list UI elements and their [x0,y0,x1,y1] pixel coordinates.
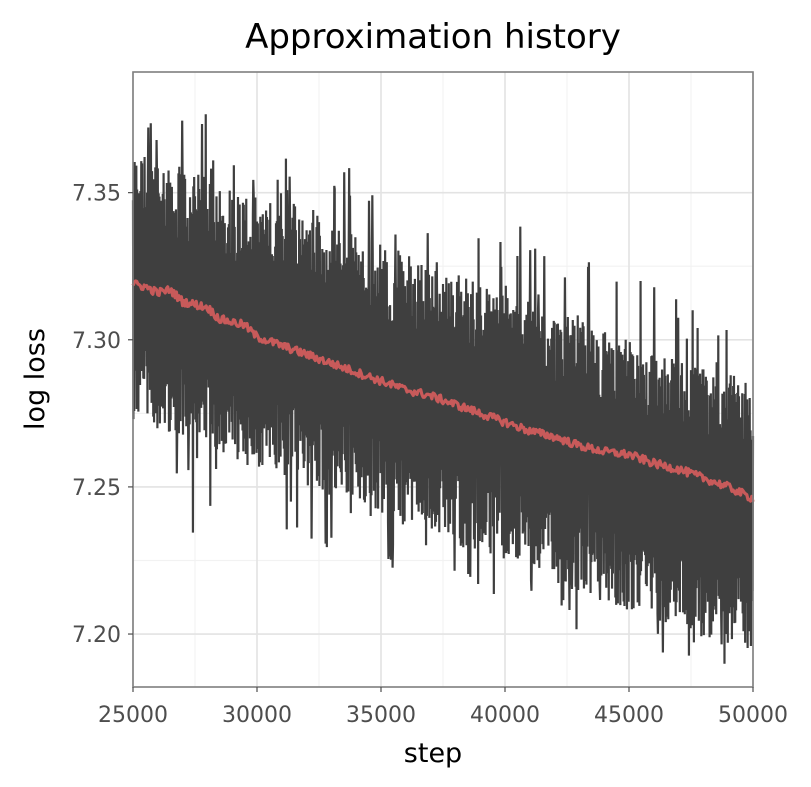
raw-series [131,114,755,664]
y-tick-label: 7.20 [72,623,121,648]
x-tick-label: 45000 [594,703,664,728]
smoothed-loss-line [131,279,755,503]
y-tick-label: 7.35 [72,182,121,207]
y-tick-label: 7.30 [72,329,121,354]
y-tick-label: 7.25 [72,476,121,501]
x-ticks: 25000 30000 35000 40000 45000 50000 [98,687,788,728]
x-tick-label: 35000 [346,703,416,728]
smoothed-series [131,279,755,503]
x-tick-label: 30000 [222,703,292,728]
y-ticks: 7.20 7.25 7.30 7.35 [72,182,133,648]
x-tick-label: 25000 [98,703,168,728]
chart-title: Approximation history [245,17,621,57]
y-axis-label: log loss [20,328,51,430]
raw-loss-line [131,114,755,664]
x-tick-label: 40000 [470,703,540,728]
plot-border [132,71,754,688]
x-tick-label: 50000 [718,703,788,728]
x-axis-label: step [404,738,462,769]
